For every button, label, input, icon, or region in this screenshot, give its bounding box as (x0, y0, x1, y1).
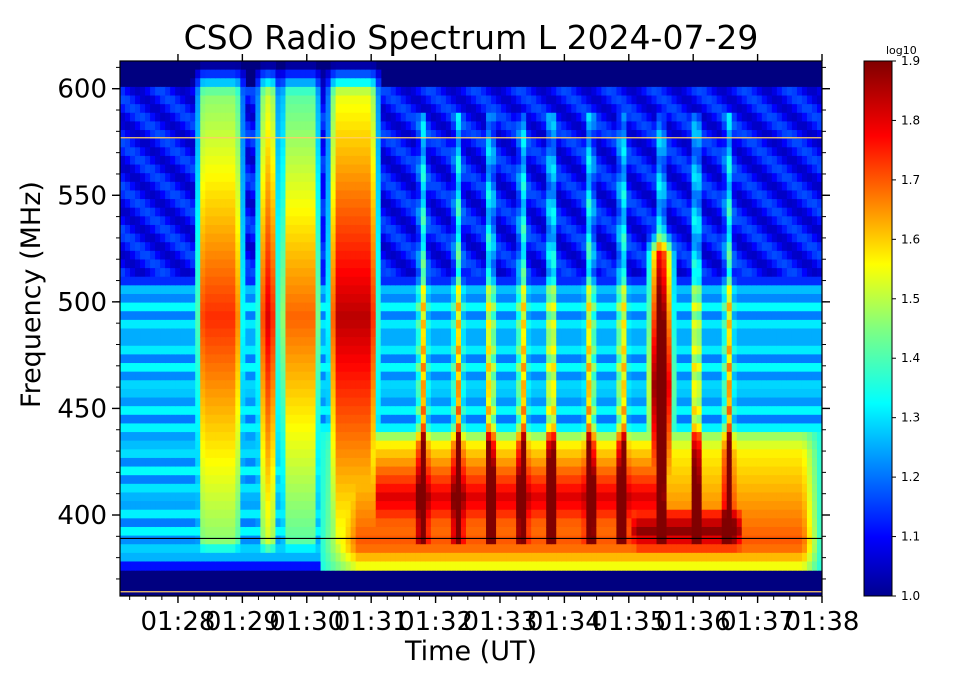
colorbar-tick-label: 1.5 (901, 292, 920, 306)
y-tick-label: 450 (57, 394, 107, 424)
y-axis-label: Frequency (MHz) (16, 248, 47, 408)
y-tick-label: 550 (57, 181, 107, 211)
colorbar-tick-label: 1.1 (901, 530, 920, 544)
colorbar-unit-label: log10 (886, 44, 917, 57)
chart-title: CSO Radio Spectrum L 2024-07-29 (120, 18, 822, 57)
plot-area (120, 61, 823, 596)
colorbar-tick-label: 1.2 (901, 470, 920, 484)
x-tick-label: 01:38 (785, 607, 860, 637)
y-tick-label: 500 (57, 288, 107, 318)
colorbar-tick-label: 1.6 (901, 232, 920, 246)
colorbar: 1.01.11.21.31.41.51.61.71.81.9 (864, 54, 920, 603)
colorbar-tick-label: 1.0 (901, 589, 920, 603)
y-tick-label: 600 (57, 75, 107, 105)
colorbar-tick-label: 1.4 (901, 351, 920, 365)
x-axis-label: Time (UT) (120, 636, 822, 667)
colorbar-tick-label: 1.8 (901, 113, 920, 127)
colorbar-gradient (864, 61, 892, 596)
y-tick-label: 400 (57, 501, 107, 531)
colorbar-tick-label: 1.7 (901, 173, 920, 187)
colorbar-tick-label: 1.3 (901, 411, 920, 425)
